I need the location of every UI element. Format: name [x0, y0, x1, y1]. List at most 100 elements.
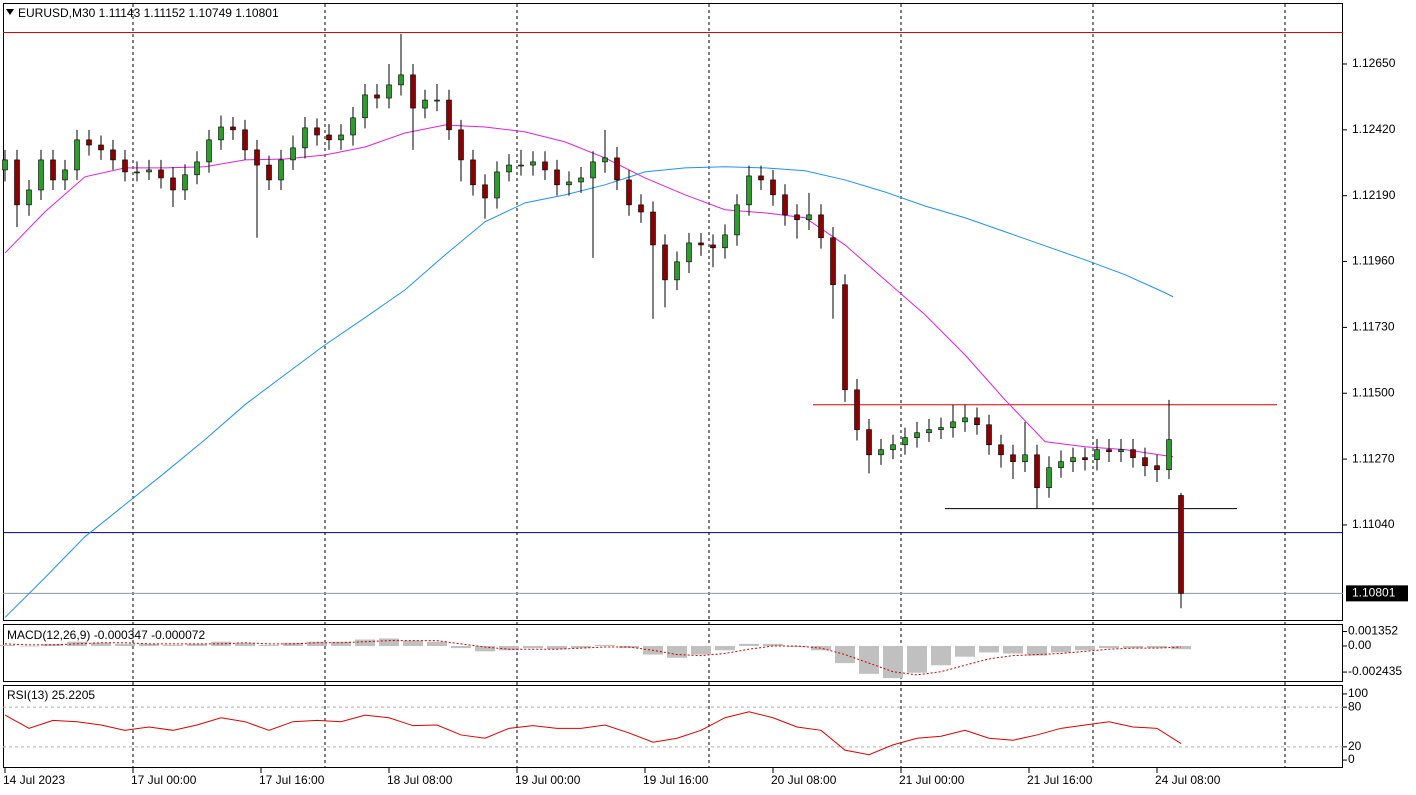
- macd-bar: [1051, 645, 1071, 653]
- candle-body: [254, 149, 260, 166]
- candle-body: [518, 164, 524, 167]
- candle-body: [374, 94, 380, 99]
- candle-body: [1082, 457, 1088, 460]
- candle-body: [50, 159, 56, 181]
- macd-bar: [307, 641, 327, 646]
- candle-body: [950, 421, 956, 428]
- macd-bar: [1075, 645, 1095, 651]
- candle-body: [674, 261, 680, 281]
- macd-bar: [0, 644, 15, 646]
- macd-bar: [331, 641, 351, 646]
- candle-body: [782, 194, 788, 216]
- macd-bar: [715, 645, 735, 651]
- candle-body: [38, 159, 44, 191]
- candle-body: [938, 427, 944, 430]
- candle-body: [1034, 454, 1040, 489]
- y-tick-label: 1.11960: [1352, 254, 1395, 268]
- candle-body: [350, 117, 356, 136]
- macd-bar: [691, 645, 711, 655]
- macd-bar: [835, 645, 855, 664]
- candle-body: [278, 159, 284, 181]
- y-tick-label: 0.001352: [1348, 624, 1398, 638]
- main-pane: [3, 3, 1343, 621]
- x-tick-label: 19 Jul 16:00: [643, 773, 709, 787]
- macd-bar: [235, 642, 255, 646]
- candle-body: [890, 444, 896, 450]
- candle-body: [242, 129, 248, 151]
- macd-bar: [907, 645, 927, 673]
- macd-bar: [283, 642, 303, 646]
- x-tick-label: 20 Jul 08:00: [771, 773, 837, 787]
- x-tick-label: 18 Jul 08:00: [387, 773, 453, 787]
- macd-bar: [979, 645, 999, 653]
- candle-body: [482, 184, 488, 199]
- candle-body: [2, 159, 8, 171]
- candle-body: [74, 139, 80, 171]
- candle-body: [506, 164, 512, 173]
- y-tick-label: 1.11270: [1352, 451, 1395, 465]
- candle-body: [1070, 457, 1076, 462]
- candle-body: [1046, 467, 1052, 489]
- candle-body: [218, 126, 224, 141]
- macd-bar: [595, 644, 615, 646]
- candle-body: [650, 211, 656, 246]
- candle-body: [86, 139, 92, 146]
- candle-body: [122, 159, 128, 173]
- chart-title: EURUSD,M30 1.11143 1.11152 1.10749 1.108…: [18, 6, 279, 20]
- candle-body: [302, 127, 308, 149]
- candle-body: [194, 161, 200, 176]
- y-tick-label: -0.002435: [1348, 664, 1402, 678]
- x-tick-label: 21 Jul 00:00: [899, 773, 965, 787]
- candle-body: [842, 284, 848, 391]
- candle-body: [902, 437, 908, 446]
- macd-bar: [355, 639, 375, 646]
- macd-bar: [187, 643, 207, 646]
- macd-bar: [1147, 645, 1167, 649]
- candle-body: [1118, 449, 1124, 452]
- candle-body: [98, 144, 104, 151]
- candle-body: [626, 179, 632, 206]
- candle-body: [230, 126, 236, 131]
- macd-bar: [571, 645, 591, 649]
- y-tick-label: 80: [1348, 699, 1362, 713]
- macd-bar: [787, 645, 807, 648]
- x-tick-label: 17 Jul 16:00: [259, 773, 325, 787]
- candle-body: [410, 74, 416, 109]
- macd-bar: [403, 640, 423, 646]
- x-tick-label: 21 Jul 16:00: [1027, 773, 1093, 787]
- macd-bar: [931, 645, 951, 666]
- candle-body: [662, 244, 668, 281]
- macd-bar: [499, 645, 519, 651]
- candle-body: [422, 99, 428, 109]
- candle-body: [110, 149, 116, 161]
- candle-body: [734, 204, 740, 236]
- candle-body: [998, 444, 1004, 456]
- candle-body: [434, 99, 440, 102]
- candle-body: [134, 171, 140, 174]
- macd-bar: [811, 645, 831, 651]
- candle-body: [26, 189, 32, 206]
- candle-body: [266, 164, 272, 181]
- macd-pane: [3, 624, 1343, 682]
- candle-body: [962, 417, 968, 423]
- candle-body: [566, 181, 572, 186]
- candle-body: [146, 169, 152, 173]
- macd-bar: [667, 645, 687, 658]
- macd-bar: [427, 641, 447, 646]
- macd-bar: [1123, 645, 1143, 649]
- candle-body: [1130, 449, 1136, 458]
- candle-body: [818, 214, 824, 239]
- y-tick-label: 1.11500: [1352, 385, 1395, 399]
- candle-body: [710, 244, 716, 249]
- candle-body: [638, 204, 644, 213]
- candle-body: [14, 159, 20, 206]
- candle-body: [686, 242, 692, 263]
- candle-body: [698, 242, 704, 246]
- y-tick-label: 1.12650: [1352, 56, 1396, 70]
- rsi-title: RSI(13) 25.2205: [7, 688, 95, 702]
- last-price-box: [1346, 585, 1408, 602]
- candle-body: [158, 169, 164, 179]
- macd-bar: [475, 645, 495, 652]
- candle-body: [758, 175, 764, 181]
- candle-body: [974, 417, 980, 426]
